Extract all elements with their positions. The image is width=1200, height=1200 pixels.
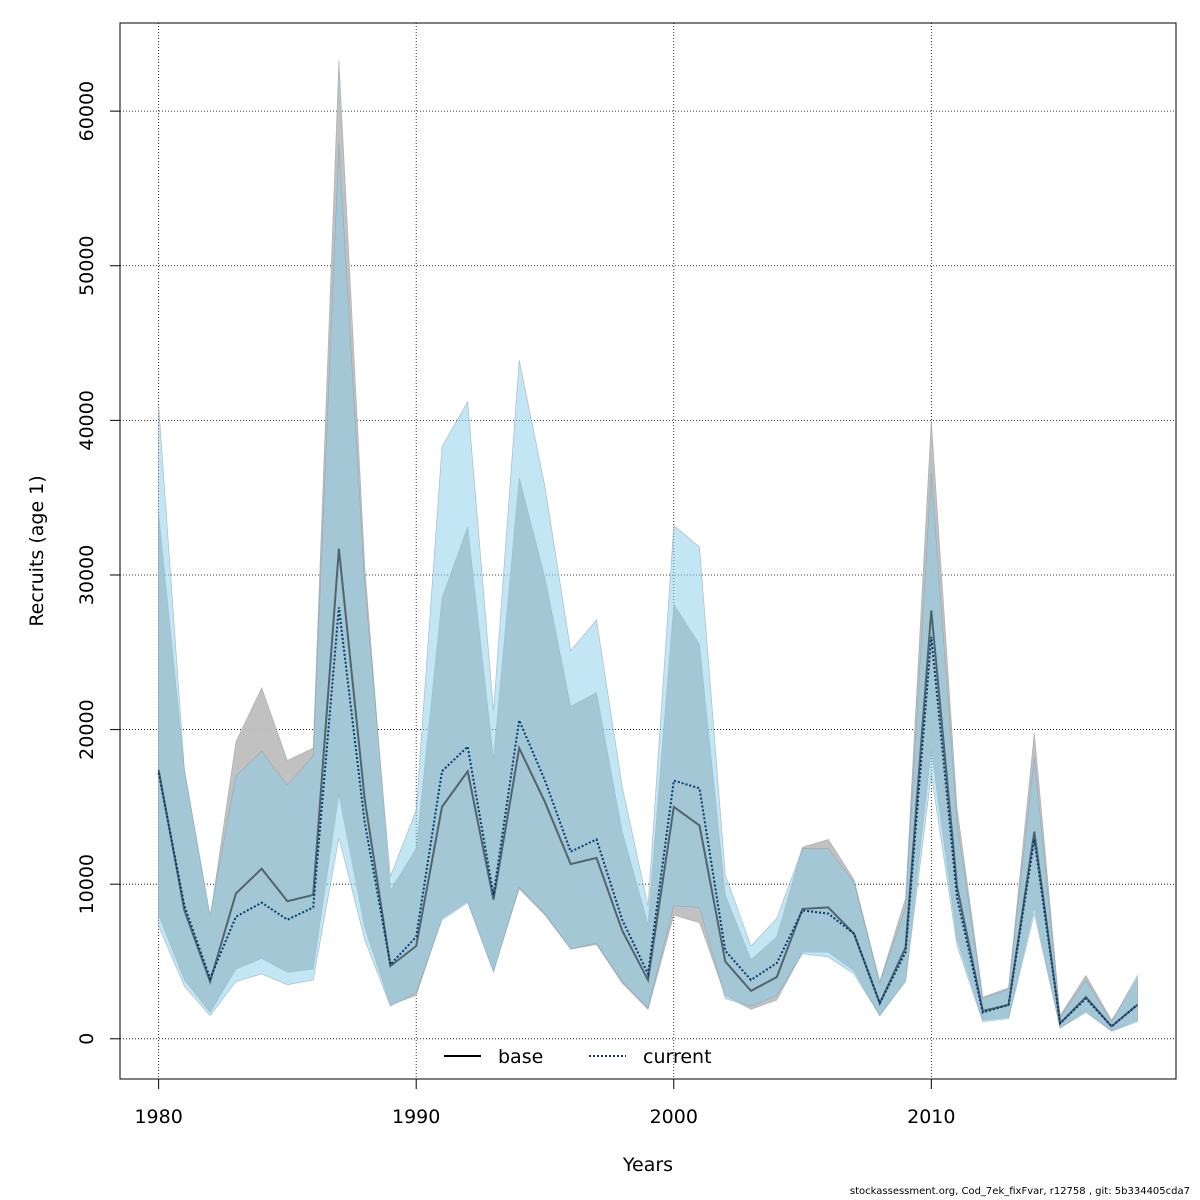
series-lines <box>157 548 1139 1028</box>
legend-base-label: base <box>498 1046 543 1068</box>
x-tick-label: 2010 <box>907 1106 955 1128</box>
line-base <box>157 548 1139 1028</box>
footer-credit: stockassessment.org, Cod_7ek_fixFvar, r1… <box>849 1186 1190 1197</box>
legend: base current <box>444 1046 712 1068</box>
x-axis-title: Years <box>622 1154 673 1176</box>
x-tick-label: 1980 <box>134 1106 182 1128</box>
y-tick-label: 10000 <box>76 854 98 914</box>
band-current <box>158 143 1138 1032</box>
y-tick-label: 60000 <box>76 81 98 141</box>
y-tick-label: 30000 <box>76 545 98 605</box>
x-tick-label: 2000 <box>650 1106 698 1128</box>
legend-current-label: current <box>643 1046 712 1068</box>
x-tick-label: 1990 <box>392 1106 440 1128</box>
x-axis: 1980 1990 2000 2010 <box>134 1078 955 1128</box>
confidence-bands <box>158 60 1138 1032</box>
line-current <box>157 607 1139 1028</box>
y-tick-label: 50000 <box>76 235 98 295</box>
y-tick-label: 20000 <box>76 699 98 759</box>
y-tick-label: 40000 <box>76 390 98 450</box>
y-axis-title: Recruits (age 1) <box>26 475 48 626</box>
y-tick-label: 0 <box>76 1033 98 1045</box>
y-axis: 0 10000 20000 30000 40000 50000 60000 <box>76 81 121 1045</box>
